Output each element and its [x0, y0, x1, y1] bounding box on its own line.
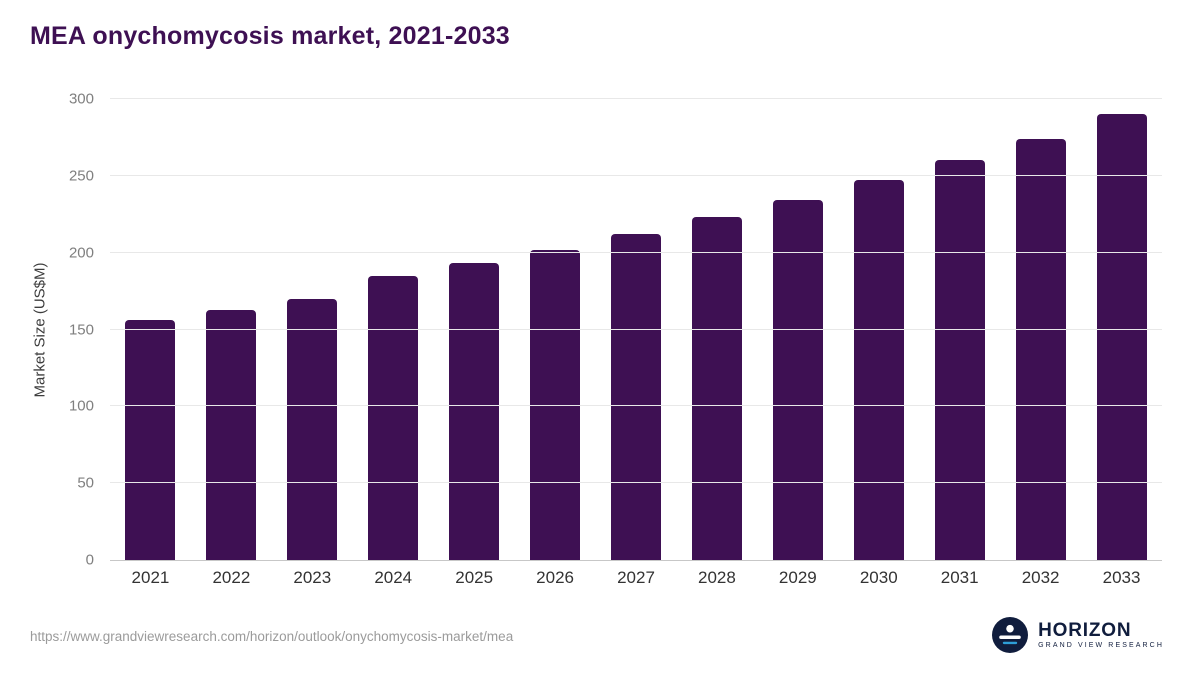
bar-2028 [691, 217, 742, 560]
y-axis-tick-labels: 0 50 100 150 200 250 300 [58, 91, 102, 569]
source-url: https://www.grandviewresearch.com/horizo… [30, 629, 514, 644]
bar-2025 [449, 263, 500, 560]
y-tick-label: 100 [68, 397, 94, 415]
bar-slot [191, 99, 272, 560]
bar-2032 [1015, 138, 1066, 560]
gridline [110, 251, 1162, 253]
bar-slot [919, 99, 1000, 560]
bar-2033 [1096, 114, 1147, 560]
bar-slot [1000, 99, 1081, 560]
bar-2022 [206, 309, 257, 560]
x-tick-label: 2028 [698, 568, 736, 587]
gridline [110, 174, 1162, 176]
bar-slot [838, 99, 919, 560]
x-tick-label: 2031 [940, 568, 979, 587]
bar-slot [596, 99, 677, 560]
gridline [110, 482, 1162, 484]
x-tick-label: 2023 [293, 568, 332, 587]
x-tick-label: 2032 [1021, 568, 1060, 587]
gridline [110, 328, 1162, 330]
bar-2021 [125, 320, 176, 560]
y-tick-label: 300 [68, 90, 94, 108]
bar-slot [272, 99, 353, 560]
x-tick-label: 2027 [617, 568, 655, 587]
logo-subtext: GRAND VIEW RESEARCH [1038, 642, 1164, 650]
x-tick-label: 2026 [536, 568, 574, 587]
bars-row [110, 99, 1162, 560]
bar-slot [676, 99, 757, 560]
x-tick-label: 2025 [455, 568, 494, 587]
gridline [110, 98, 1162, 99]
bar-slot [1081, 99, 1162, 560]
x-tick-label: 2021 [131, 568, 170, 587]
bar-2026 [530, 249, 581, 560]
x-tick-label: 2033 [1102, 568, 1141, 587]
bar-2027 [610, 234, 661, 560]
y-tick-label: 200 [68, 244, 94, 262]
bar-slot [515, 99, 596, 560]
horizon-logo-icon [992, 617, 1029, 653]
bar-slot [757, 99, 838, 560]
logo-text-block: HORIZON GRAND VIEW RESEARCH [1038, 619, 1164, 650]
horizon-logo: HORIZON GRAND VIEW RESEARCH [992, 617, 1164, 653]
y-axis-title: Market Size (US$M) [31, 262, 49, 398]
bar-2030 [853, 180, 904, 560]
x-tick-label: 2030 [859, 568, 898, 587]
bar-2029 [772, 200, 823, 560]
chart-title: MEA onychomycosis market, 2021-2033 [30, 22, 510, 50]
bar-2031 [934, 160, 985, 560]
x-axis-labels: 2021 2022 2023 2024 2025 2026 2027 2028 2029 2030… [110, 568, 1162, 588]
bar-slot [434, 99, 515, 560]
bar-2023 [287, 298, 338, 560]
gridline [110, 405, 1162, 407]
plot-area [110, 98, 1162, 561]
logo-name: HORIZON [1038, 619, 1132, 641]
y-tick-label: 0 [85, 551, 94, 569]
bar-slot [110, 99, 191, 560]
y-tick-label: 250 [68, 167, 94, 185]
y-tick-label: 50 [77, 474, 94, 492]
x-tick-label: 2022 [212, 568, 251, 587]
x-tick-label: 2024 [374, 568, 413, 587]
y-tick-label: 150 [68, 321, 94, 338]
bar-slot [353, 99, 434, 560]
x-tick-label: 2029 [778, 568, 817, 587]
bar-2024 [368, 275, 419, 560]
